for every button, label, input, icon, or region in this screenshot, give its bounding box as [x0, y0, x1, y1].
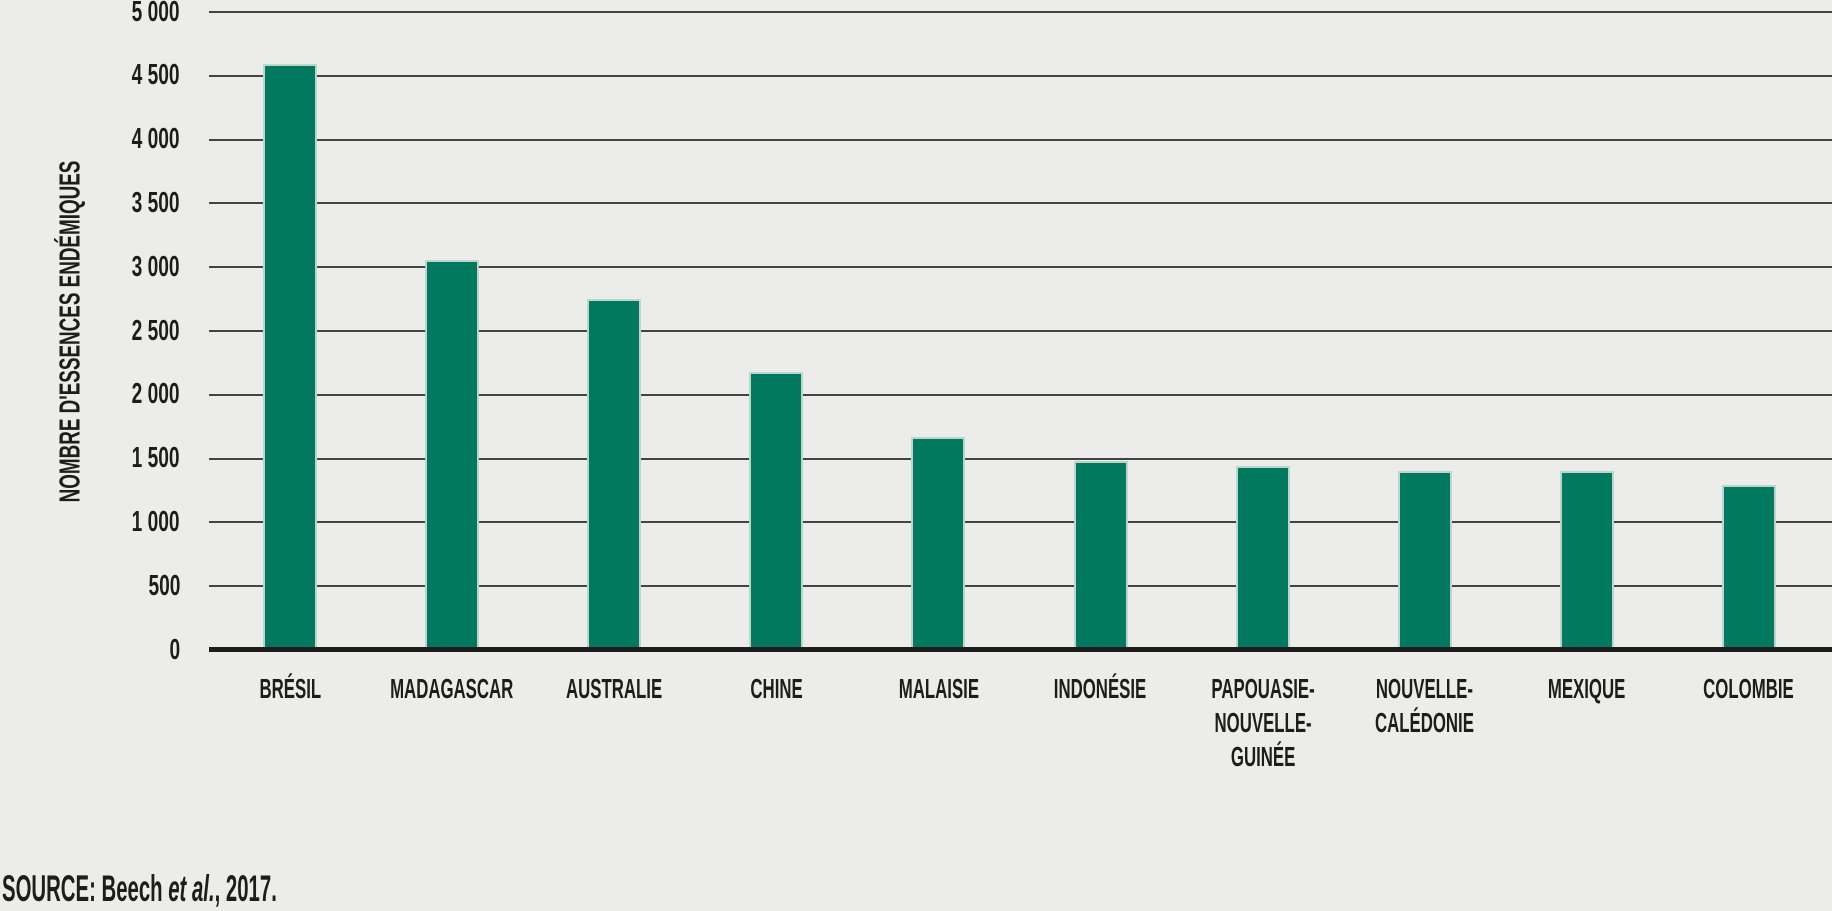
- x-axis-baseline: [209, 647, 1832, 652]
- source-italic: et al.: [168, 868, 215, 909]
- x-label-5: INDONÉSIE: [1054, 673, 1147, 704]
- y-tick-label: 2 500: [132, 314, 180, 347]
- gridline: [209, 138, 1832, 141]
- x-label-7: NOUVELLE- CALÉDONIE: [1375, 673, 1475, 738]
- x-label-0: BRÉSIL: [259, 673, 321, 704]
- plot-area: [209, 11, 1832, 652]
- bar-8: [1559, 471, 1614, 650]
- bar-4: [911, 436, 966, 650]
- bar-6: [1235, 466, 1290, 650]
- gridline: [209, 457, 1832, 460]
- y-tick-label: 3 500: [132, 186, 180, 219]
- bar-3: [749, 371, 804, 650]
- source-prefix: SOURCE: Beech: [2, 868, 169, 909]
- x-label-6: PAPOUASIE- NOUVELLE- GUINÉE: [1210, 673, 1315, 772]
- y-tick-label: 1 500: [132, 442, 180, 475]
- x-label-3: CHINE: [750, 673, 803, 704]
- source-note-text: SOURCE: Beech et al., 2017.: [2, 868, 277, 910]
- y-tick-label: 4 000: [132, 123, 180, 156]
- gridline: [209, 393, 1832, 396]
- y-tick-label: 1 000: [132, 505, 180, 538]
- gridline: [209, 202, 1832, 205]
- bar-2: [587, 299, 642, 650]
- source-suffix: , 2017.: [214, 868, 277, 909]
- y-tick-label: 3 000: [132, 250, 180, 283]
- x-label-1: MADAGASCAR: [390, 673, 514, 704]
- bar-7: [1397, 471, 1452, 650]
- source-note: SOURCE: Beech et al., 2017.: [2, 868, 502, 910]
- gridline: [209, 585, 1832, 588]
- y-tick-label: 0: [169, 633, 180, 666]
- gridline: [209, 521, 1832, 524]
- y-tick-label: 500: [148, 569, 180, 602]
- y-tick-label: 2 000: [132, 378, 180, 411]
- x-label-4: MALAISIE: [898, 673, 979, 704]
- x-label-8: MEXIQUE: [1548, 673, 1626, 704]
- bar-0: [263, 64, 317, 650]
- bar-5: [1073, 461, 1128, 650]
- gridline: [209, 74, 1832, 77]
- y-tick-label: 4 500: [132, 59, 180, 92]
- gridline: [209, 11, 1832, 13]
- gridline: [209, 266, 1832, 269]
- y-axis-ticks: 0 500 1 000 1 500 2 000 2 500 3 000 3 500 4 000 4…: [0, 0, 180, 666]
- gridline: [209, 330, 1832, 332]
- x-label-9: COLOMBIE: [1703, 673, 1795, 704]
- x-axis-labels: BRÉSIL MADAGASCAR AUSTRALIE CHINE MALAISIE IN…: [209, 672, 1832, 792]
- x-label-2: AUSTRALIE: [566, 673, 663, 704]
- y-tick-label: 5 000: [132, 0, 180, 28]
- bar-9: [1721, 485, 1776, 650]
- bar-1: [425, 259, 480, 650]
